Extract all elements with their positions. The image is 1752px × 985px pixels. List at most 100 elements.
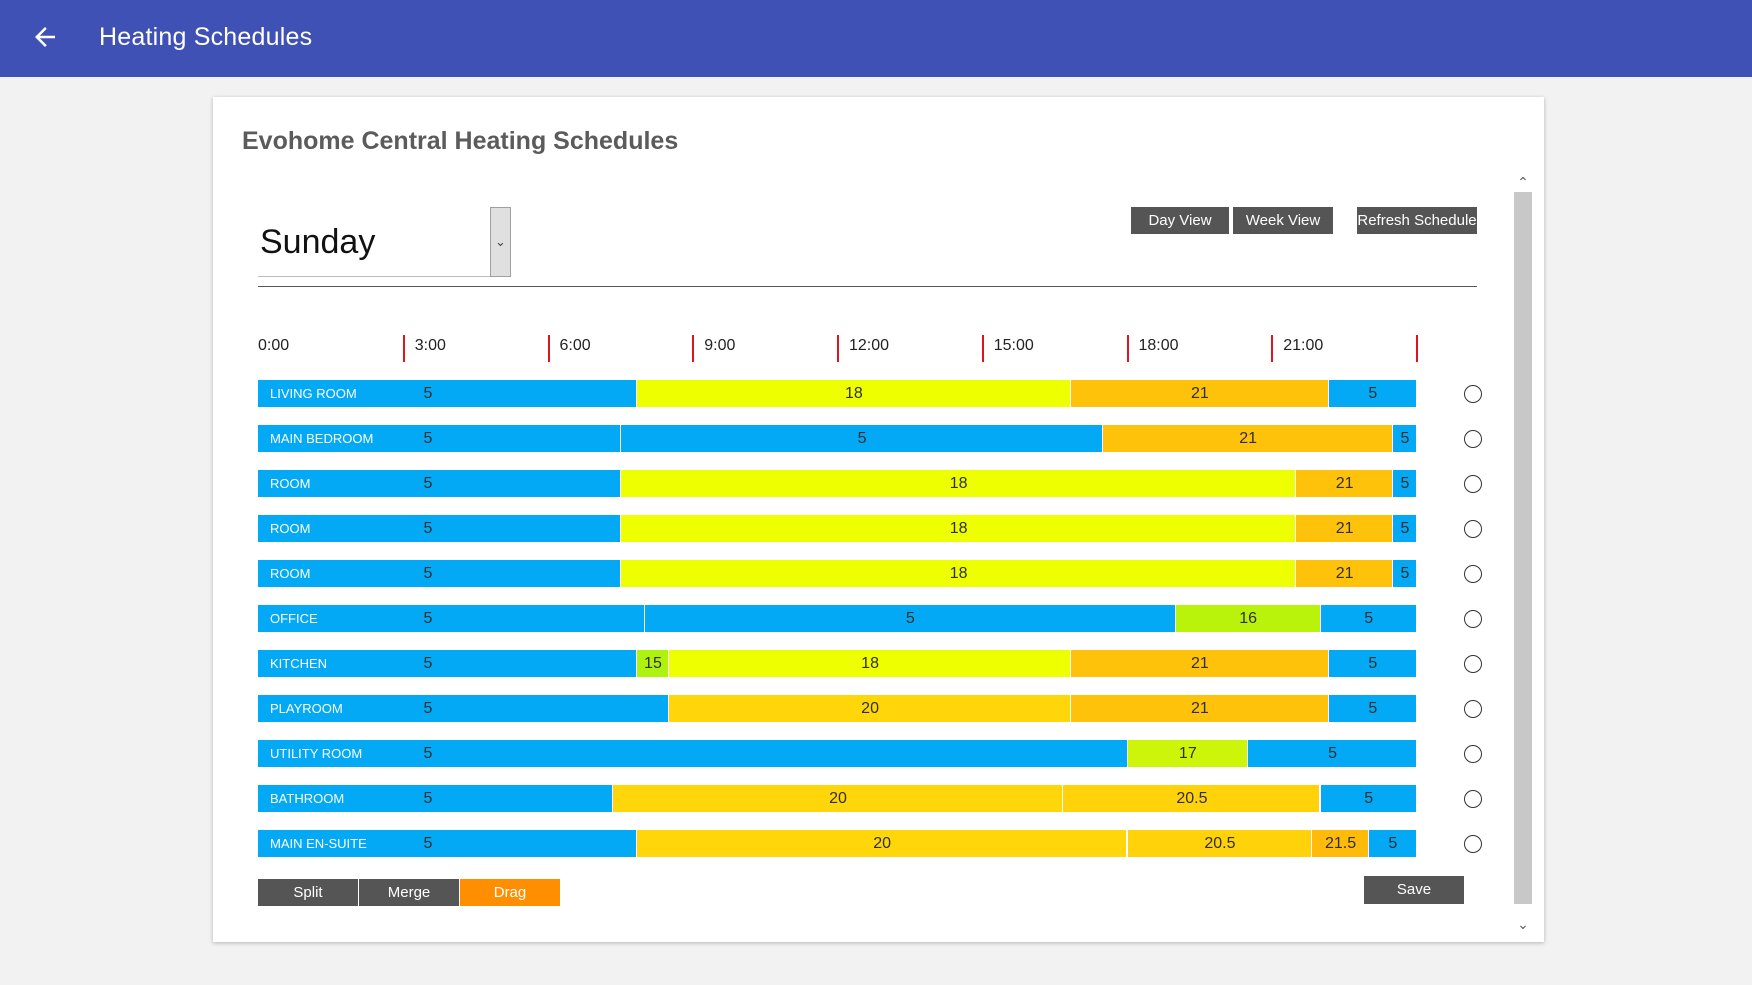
schedule-segment[interactable]: 20.5: [1126, 830, 1312, 857]
refresh-schedule-button[interactable]: Refresh Schedule: [1357, 207, 1477, 234]
schedule-segment[interactable]: 21: [1295, 515, 1392, 542]
schedule-segment[interactable]: 5: [1327, 650, 1416, 677]
schedule-segment[interactable]: 18: [619, 470, 1296, 497]
schedule-segment[interactable]: 5: [1319, 785, 1416, 812]
time-label: 6:00: [559, 337, 591, 354]
segment-temperature: 5: [1400, 565, 1410, 582]
schedule-segment[interactable]: 21: [1070, 380, 1328, 407]
merge-button[interactable]: Merge: [359, 879, 459, 906]
schedule-segment[interactable]: 5: [258, 560, 620, 587]
schedule-segment[interactable]: 5: [258, 695, 669, 722]
schedule-segment[interactable]: 18: [635, 380, 1071, 407]
segment-temperature: 21.5: [1324, 835, 1357, 852]
schedule-segment[interactable]: 21: [1295, 560, 1392, 587]
room-select-radio[interactable]: [1464, 790, 1482, 808]
room-label: PLAYROOM: [270, 701, 343, 716]
room-select-radio[interactable]: [1464, 835, 1482, 853]
schedule-segment[interactable]: 18: [619, 515, 1296, 542]
schedule-segment[interactable]: 5: [258, 380, 636, 407]
time-label: 3:00: [414, 337, 446, 354]
scrollbar[interactable]: ⌃ ⌄: [1513, 172, 1533, 934]
schedule-segment[interactable]: 15: [635, 650, 669, 677]
segment-temperature: 15: [644, 655, 662, 672]
schedule-segment[interactable]: 5: [644, 605, 1175, 632]
schedule-segment[interactable]: 18: [668, 650, 1071, 677]
schedule-row: 5 15 18 21 5 KITCHEN: [258, 650, 1482, 677]
schedule-segment[interactable]: 5: [1327, 380, 1416, 407]
schedule-segment[interactable]: 21: [1295, 470, 1392, 497]
schedule-segment[interactable]: 5: [619, 425, 1103, 452]
chevron-down-icon[interactable]: ⌄: [1517, 916, 1529, 932]
save-button[interactable]: Save: [1364, 876, 1464, 904]
schedule-segment[interactable]: 21: [1102, 425, 1392, 452]
schedule-segment[interactable]: 21: [1070, 695, 1328, 722]
room-select-radio[interactable]: [1464, 655, 1482, 673]
segment-temperature: 5: [857, 430, 867, 447]
room-select-radio[interactable]: [1464, 700, 1482, 718]
schedule-segment[interactable]: 5: [1367, 830, 1416, 857]
segment-temperature: 5: [423, 565, 433, 582]
time-tick: [981, 335, 984, 362]
segment-temperature: 18: [949, 520, 968, 537]
schedule-row: 5 18 21 5 ROOM: [258, 515, 1482, 542]
schedule-segment[interactable]: 5: [1391, 560, 1416, 587]
schedule-segment[interactable]: 5: [258, 740, 1127, 767]
day-select-value: Sunday: [260, 223, 376, 261]
schedule-segment[interactable]: 21: [1070, 650, 1328, 677]
schedule-segment[interactable]: 5: [258, 830, 636, 857]
time-tick: [1271, 335, 1274, 362]
schedule-segment[interactable]: 5: [258, 515, 620, 542]
segment-temperature: 5: [423, 430, 433, 447]
schedule-segment[interactable]: 5: [1391, 515, 1416, 542]
chevron-down-icon[interactable]: ⌄: [490, 207, 511, 277]
room-select-radio[interactable]: [1464, 610, 1482, 628]
schedule-segment[interactable]: 18: [619, 560, 1296, 587]
room-label: MAIN BEDROOM: [270, 431, 374, 446]
schedule-segment[interactable]: 20: [668, 695, 1071, 722]
segment-temperature: 5: [423, 835, 433, 852]
room-label: MAIN EN-SUITE: [270, 836, 367, 851]
schedule-segment[interactable]: 5: [1391, 470, 1416, 497]
schedule-segment[interactable]: 21.5: [1311, 830, 1368, 857]
schedule-segment[interactable]: 20.5: [1062, 785, 1320, 812]
time-label: 21:00: [1283, 337, 1324, 354]
chevron-up-icon[interactable]: ⌃: [1517, 174, 1529, 190]
room-select-radio[interactable]: [1464, 520, 1482, 538]
schedule-segment[interactable]: 20: [611, 785, 1063, 812]
schedule-segment[interactable]: 5: [258, 650, 636, 677]
segment-temperature: 5: [423, 790, 433, 807]
schedule-segment[interactable]: 5: [258, 605, 644, 632]
schedule-segment[interactable]: 17: [1126, 740, 1248, 767]
schedule-segment[interactable]: 5: [1391, 425, 1416, 452]
segment-temperature: 5: [423, 700, 433, 717]
room-select-radio[interactable]: [1464, 565, 1482, 583]
week-view-button[interactable]: Week View: [1233, 207, 1333, 234]
room-select-radio[interactable]: [1464, 745, 1482, 763]
schedule-row: 5 18 21 5 ROOM: [258, 470, 1482, 497]
room-select-radio[interactable]: [1464, 430, 1482, 448]
schedule-segment[interactable]: 5: [258, 425, 620, 452]
schedule-row: 5 18 21 5 LIVING ROOM: [258, 380, 1482, 407]
schedule-segment[interactable]: 5: [258, 785, 612, 812]
split-button[interactable]: Split: [258, 879, 358, 906]
schedule-row: 5 5 16 5 OFFICE: [258, 605, 1482, 632]
scrollbar-thumb[interactable]: [1514, 192, 1532, 904]
drag-button[interactable]: Drag: [460, 879, 560, 906]
day-view-button[interactable]: Day View: [1131, 207, 1229, 234]
room-select-radio[interactable]: [1464, 475, 1482, 493]
schedule-row: 5 20 20.5 5 BATHROOM: [258, 785, 1482, 812]
schedule-segment[interactable]: 5: [1247, 740, 1416, 767]
day-select[interactable]: Sunday ⌄: [258, 207, 511, 277]
schedule-segment[interactable]: 16: [1174, 605, 1320, 632]
schedule-segment[interactable]: 5: [1327, 695, 1416, 722]
time-tick: [692, 335, 695, 362]
schedule-segment[interactable]: 5: [1319, 605, 1416, 632]
segment-temperature: 21: [1190, 655, 1209, 672]
schedule-segment[interactable]: 20: [635, 830, 1127, 857]
segment-temperature: 20: [829, 790, 847, 807]
time-label: 0:00: [258, 337, 290, 354]
arrow-left-icon[interactable]: [30, 22, 60, 52]
room-select-radio[interactable]: [1464, 385, 1482, 403]
schedule-segment[interactable]: 5: [258, 470, 620, 497]
segment-temperature: 5: [423, 520, 433, 537]
